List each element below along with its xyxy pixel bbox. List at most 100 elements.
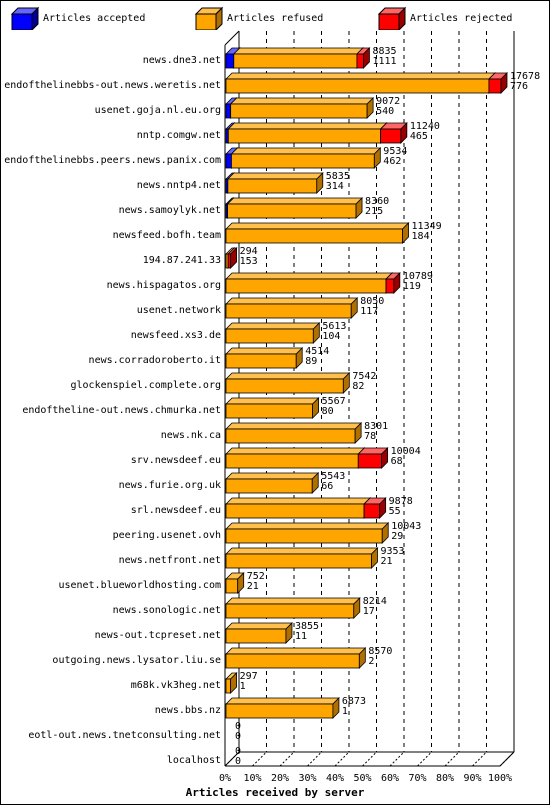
row-label: glockenspiel.complete.org: [70, 380, 221, 391]
bar-refused: [225, 78, 490, 94]
row-secondary-label: 11: [295, 631, 307, 642]
bar-refused-top: [230, 147, 382, 155]
row-secondary-label: 17: [363, 606, 375, 617]
row-secondary-label: 89: [305, 356, 317, 367]
row-secondary-label: 184: [412, 231, 430, 242]
row-secondary-label: 776: [510, 81, 528, 92]
x-tick-label: 20%: [271, 773, 289, 784]
x-tick-label: 70%: [408, 773, 426, 784]
bar-refused-side: [316, 172, 324, 194]
bar-refused: [225, 553, 372, 569]
row-label: news.furie.org.uk: [119, 480, 221, 491]
row-secondary-label: 1111: [372, 56, 396, 67]
row-total-label: 8301: [364, 421, 388, 432]
bar-refused: [231, 153, 375, 169]
x-tick-diagonal: [307, 751, 322, 767]
bar-rejected-side: [500, 72, 508, 94]
row-secondary-label: 78: [364, 431, 376, 442]
row-secondary-label: 104: [322, 331, 340, 342]
row-label: 194.87.241.33: [143, 255, 221, 266]
row-secondary-label: 119: [403, 281, 421, 292]
bar-refused-side: [355, 197, 363, 219]
bar-refused: [225, 353, 297, 369]
legend-rejected: Articles rejected: [377, 6, 512, 32]
bar-rejected: [356, 53, 364, 69]
row-label: news.samoylyk.net: [119, 205, 221, 216]
row-secondary-label: 540: [376, 106, 394, 117]
x-tick-diagonal: [389, 751, 405, 767]
bar-refused-side: [350, 297, 358, 319]
bar-refused-side: [312, 322, 320, 344]
legend-refused-swatch: [194, 6, 224, 32]
x-tick-diagonal: [252, 751, 267, 767]
bar-refused: [225, 678, 232, 694]
bar-refused: [225, 328, 314, 344]
row-label: eotl-out.news.tnetconsulting.net: [28, 730, 221, 741]
bar-refused-top: [225, 397, 320, 405]
bar-refused-top: [225, 372, 351, 380]
bar-refused: [225, 603, 355, 619]
x-tick-label: 0%: [219, 773, 231, 784]
row-total-label: 5613: [322, 321, 346, 332]
row-label: news.dne3.net: [143, 55, 221, 66]
row-label: usenet.blueworldhosting.com: [58, 580, 221, 591]
row-secondary-label: 82: [352, 381, 364, 392]
bar-refused-side: [373, 147, 381, 169]
row-total-label: 3855: [295, 621, 319, 632]
bar-refused-top: [225, 347, 304, 355]
row-label: news-out.tcpreset.net: [95, 630, 221, 641]
bar-refused-top: [226, 197, 364, 205]
x-tick-diagonal: [362, 751, 377, 767]
row-total-label: 9534: [383, 146, 407, 157]
row-label: newsfeed.xs3.de: [131, 330, 221, 341]
bar-refused-top: [225, 597, 361, 605]
row-total-label: 17678: [510, 71, 540, 82]
bar-rejected-side: [230, 247, 237, 269]
bar-refused-side: [332, 697, 340, 719]
x-tick-diagonal: [444, 751, 460, 767]
bar-rejected: [385, 278, 395, 294]
bar-refused: [225, 578, 239, 594]
bar-refused: [225, 478, 313, 494]
row-secondary-label: 2: [368, 656, 374, 667]
bar-refused-top: [229, 97, 375, 105]
bar-rejected-side: [400, 122, 408, 144]
row-total-label: 10043: [391, 521, 421, 532]
bar-rejected-side: [379, 497, 387, 519]
x-tick-label: 50%: [353, 773, 371, 784]
bar-rejected: [488, 78, 502, 94]
x-tick-label: 30%: [298, 773, 316, 784]
row-label: localhost: [167, 755, 221, 766]
row-label: news.nk.ca: [161, 430, 221, 441]
row-total-label: 0: [235, 746, 241, 757]
row-total-label: 8570: [368, 646, 392, 657]
bar-accepted: [225, 153, 232, 169]
x-tick-diagonal: [224, 751, 240, 767]
bar-refused: [233, 53, 358, 69]
legend-refused: Articles refused: [194, 6, 323, 32]
x-tick-label: 10%: [243, 773, 261, 784]
row-label: news.corradoroberto.it: [89, 355, 221, 366]
row-total-label: 294: [240, 246, 258, 257]
row-total-label: 4514: [305, 346, 329, 357]
row-label: peering.usenet.ovh: [113, 530, 221, 541]
row-total-label: 9878: [389, 496, 413, 507]
legend-accepted: Articles accepted: [10, 6, 145, 32]
row-label: newsfeed.bofh.team: [113, 230, 221, 241]
bar-refused-top: [225, 647, 367, 655]
row-total-label: 8050: [360, 296, 384, 307]
row-total-label: 10004: [391, 446, 421, 457]
bar-refused-top: [225, 497, 372, 505]
bar-refused-side: [312, 397, 320, 419]
row-secondary-label: 153: [240, 256, 258, 267]
row-total-label: 5543: [321, 471, 345, 482]
bar-refused-top: [225, 547, 379, 555]
bar-refused-top: [225, 472, 320, 480]
row-total-label: 9072: [376, 96, 400, 107]
row-label: endofthelinebbs-out.news.weretis.net: [4, 80, 221, 91]
bar-rejected: [380, 128, 402, 144]
bar-refused: [225, 228, 403, 244]
bar-refused: [225, 428, 356, 444]
bar-refused: [225, 503, 365, 519]
